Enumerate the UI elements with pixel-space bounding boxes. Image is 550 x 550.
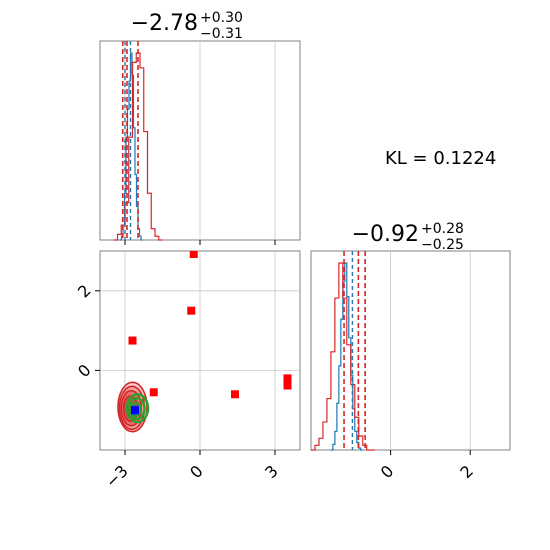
scatter-point-red bbox=[189, 251, 198, 258]
x-tick-label-param2: 0 bbox=[377, 461, 398, 482]
scatter-point-red bbox=[283, 381, 292, 390]
contours bbox=[117, 251, 292, 433]
scatter-point-red bbox=[128, 336, 137, 345]
scatter-point-red bbox=[283, 374, 292, 383]
hist2-blue-series bbox=[330, 262, 363, 451]
scatter-point-red bbox=[187, 306, 196, 315]
x-tick-label-param1: −3 bbox=[102, 461, 132, 491]
x-tick-label-param2: 2 bbox=[456, 461, 477, 482]
param1-title: −2.78 +0.30 −0.31 bbox=[131, 10, 243, 42]
scatter-point-red bbox=[149, 388, 158, 397]
contour-green bbox=[128, 397, 146, 421]
histogram-param1-panel bbox=[99, 40, 301, 241]
param2-title-main: −0.92 bbox=[352, 222, 419, 247]
histogram-param2-panel bbox=[310, 250, 511, 451]
param2-title-minus: −0.25 bbox=[421, 237, 464, 253]
y-tick-label-param2: 0 bbox=[74, 360, 95, 381]
contour-green bbox=[125, 393, 150, 424]
scatter-point-red bbox=[231, 390, 239, 399]
param2-title: −0.92 +0.28 −0.25 bbox=[352, 221, 464, 253]
param1-title-main: −2.78 bbox=[131, 11, 198, 36]
param1-title-plus: +0.30 bbox=[200, 10, 243, 26]
hist2-red-series bbox=[311, 262, 375, 451]
x-tick-label-param1: 3 bbox=[261, 461, 282, 482]
y-tick-label-param2: 2 bbox=[74, 281, 95, 302]
scatter-point-blue bbox=[131, 406, 139, 415]
kl-annotation: KL = 0.1224 bbox=[385, 148, 496, 169]
param2-title-plus: +0.28 bbox=[421, 221, 464, 237]
x-tick-label-param1: 0 bbox=[186, 461, 207, 482]
joint-scatter-panel bbox=[99, 250, 301, 451]
param1-title-minus: −0.31 bbox=[200, 26, 243, 42]
